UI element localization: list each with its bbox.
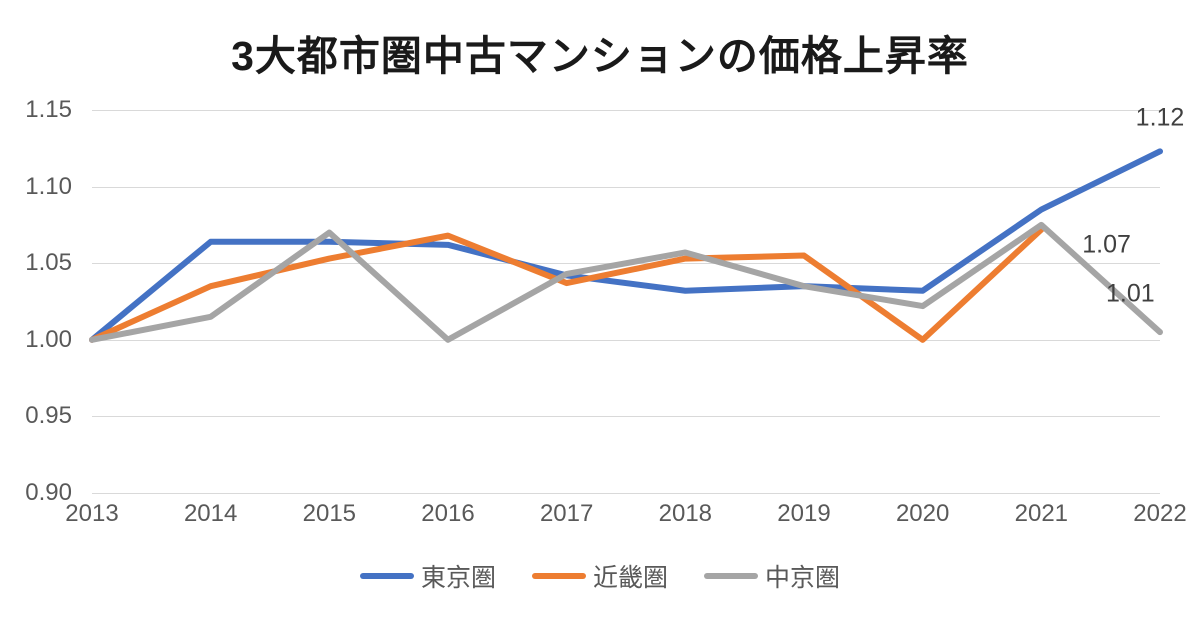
y-axis-tick-label: 1.10 [25, 172, 72, 200]
chart-title: 3大都市圏中古マンションの価格上昇率 [231, 33, 969, 79]
legend: 東京圏 近畿圏 中京圏 [0, 558, 1200, 594]
y-axis-tick-label: 0.90 [25, 479, 72, 506]
y-axis-tick-label: 1.15 [25, 96, 72, 123]
legend-swatch-icon [359, 573, 414, 579]
legend-item[interactable]: 東京圏 [359, 558, 496, 594]
legend-swatch-icon [531, 573, 586, 579]
gridline [92, 110, 1160, 111]
x-axis-tick-label: 2017 [539, 500, 594, 527]
gridline [92, 416, 1160, 418]
legend-item-label: 近畿圏 [592, 564, 668, 592]
y-axis-tick-label: 1.00 [25, 325, 72, 353]
x-axis-tick-label: 2020 [895, 500, 950, 527]
series-line [89, 226, 1045, 343]
series-line [89, 148, 1163, 343]
x-axis-tick-label: 2021 [1014, 500, 1069, 527]
legend-item-label: 東京圏 [420, 564, 496, 592]
x-axis-tick-label: 2015 [302, 500, 357, 527]
gridline [92, 493, 1160, 494]
x-axis-tick-label: 2022 [1133, 500, 1187, 527]
y-axis: 0.90 0.95 1.00 1.05 1.10 1.15 [0, 96, 80, 506]
x-axis-tick-label: 2014 [183, 500, 238, 527]
legend-item-label: 中京圏 [765, 564, 841, 592]
series-line [89, 221, 1163, 343]
gridline [92, 186, 1160, 188]
gridline [92, 339, 1160, 341]
x-axis-tick-label: 2013 [65, 500, 119, 527]
x-axis: 2013 2014 2015 2016 2017 2018 2019 2020 2021 2022 [65, 500, 1186, 540]
plot-area: 1.12 1.07 1.01 [89, 103, 1184, 494]
legend-swatch-icon [704, 573, 758, 579]
legend-item[interactable]: 中京圏 [704, 558, 840, 594]
x-axis-tick-label: 2019 [777, 500, 831, 527]
legend-item[interactable]: 近畿圏 [531, 558, 668, 594]
y-axis-tick-label: 1.05 [25, 249, 72, 277]
x-axis-tick-label: 2016 [421, 500, 475, 527]
x-axis-tick-label: 2018 [658, 500, 713, 527]
series-lines [89, 148, 1163, 343]
y-axis-tick-label: 0.95 [25, 402, 72, 430]
data-point-label: 1.12 [1135, 103, 1185, 132]
data-point-label: 1.01 [1105, 279, 1155, 308]
data-point-label: 1.07 [1082, 230, 1131, 259]
